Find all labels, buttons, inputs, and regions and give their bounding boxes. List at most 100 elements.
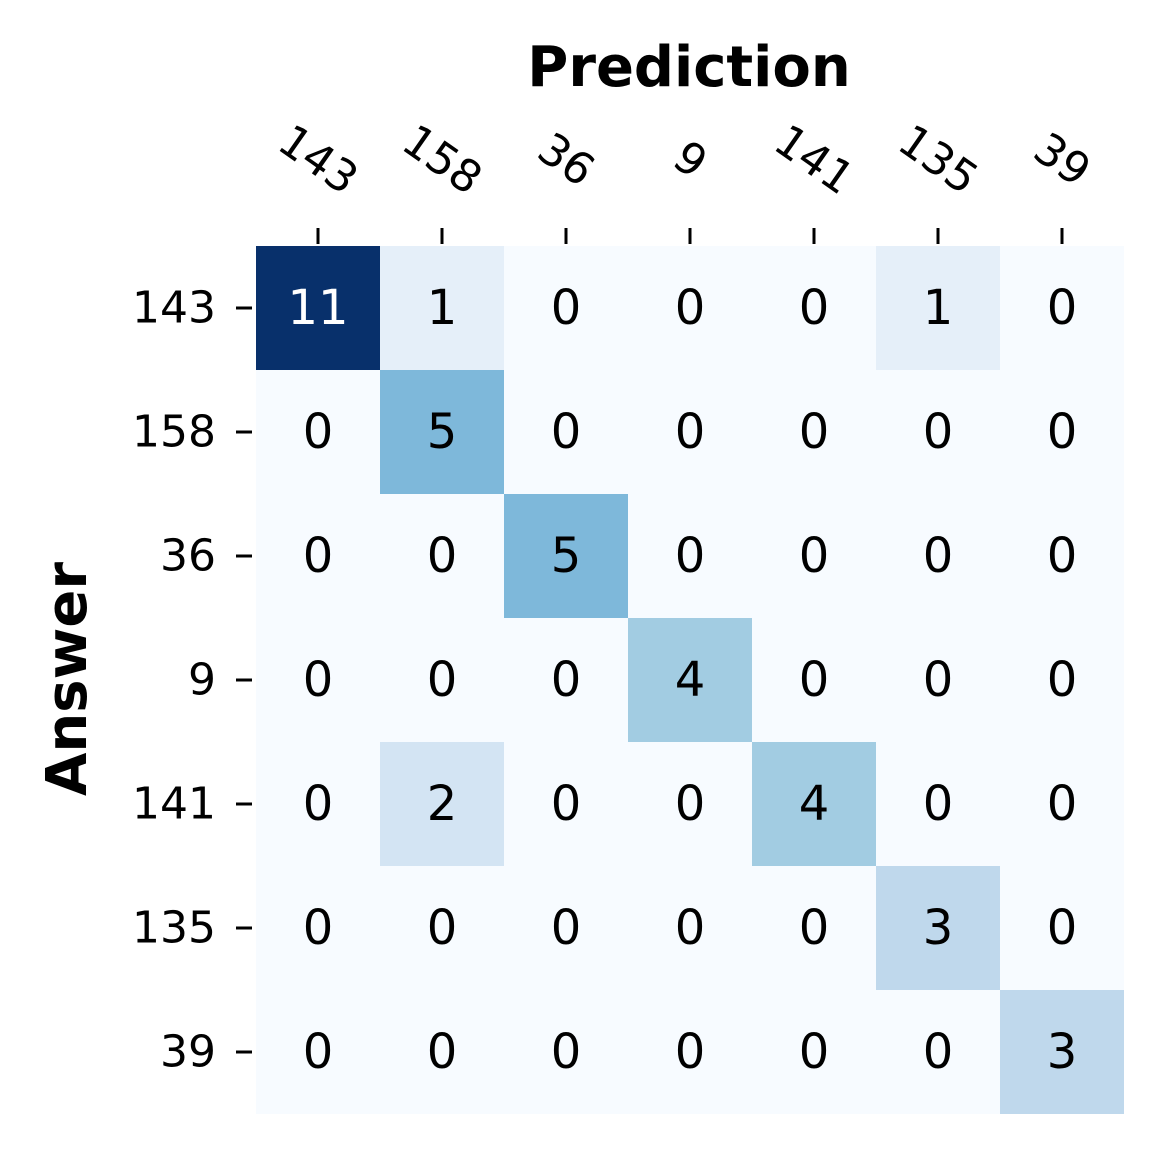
heatmap-cells: 11 1 0 0 0 1 00 5 0 0 0 0 00 0 5 0 0 0 00 0 0 4 0 0 00 2 0 0 4 0 00 0 0 0… [256, 246, 1124, 1114]
cell-value-label-r0-c2: 0 [551, 280, 582, 336]
cell-value-label-r1-c3: 0 [675, 404, 706, 460]
cell-value-label-r3-c6: 0 [1047, 652, 1078, 708]
heatmap-cell-r6-c2 [504, 990, 628, 1114]
heatmap-cell-r0-c3 [628, 246, 752, 370]
heatmap-cell-r0-c4 [752, 246, 876, 370]
y-axis-ticks: 143 158 36 9 141 135 39 [132, 283, 252, 1078]
y-tick-label-6: 39 [160, 1027, 216, 1078]
cell-value-label-r2-c4: 0 [799, 528, 830, 584]
heatmap-cell-r6-c0 [256, 990, 380, 1114]
heatmap-cell-r2-c2 [504, 494, 628, 618]
heatmap-cell-r3-c3 [628, 618, 752, 742]
x-tick-label-2: 36 [528, 123, 603, 197]
heatmap-cell-r5-c1 [380, 866, 504, 990]
heatmap-cell-r0-c2 [504, 246, 628, 370]
cell-value-label-r1-c4: 0 [799, 404, 830, 460]
cell-value-label-r2-c1: 0 [427, 528, 458, 584]
cell-value-label-r2-c5: 0 [923, 528, 954, 584]
cell-value-label-r1-c0: 0 [303, 404, 334, 460]
heatmap-cell-r5-c5 [876, 866, 1000, 990]
heatmap-cell-r6-c4 [752, 990, 876, 1114]
heatmap-cell-r4-c2 [504, 742, 628, 866]
heatmap-cell-r4-c0 [256, 742, 380, 866]
y-tick-label-0: 143 [132, 283, 216, 334]
heatmap-cell-r1-c5 [876, 370, 1000, 494]
cell-value-label-r4-c4: 4 [799, 776, 830, 832]
cell-value-label-r6-c6: 3 [1047, 1024, 1078, 1080]
cell-value-label-r0-c5: 1 [923, 280, 954, 336]
heatmap-cell-r0-c0 [256, 246, 380, 370]
cell-value-label-r3-c3: 4 [675, 652, 706, 708]
heatmap-cell-r6-c3 [628, 990, 752, 1114]
cell-value-label-r3-c1: 0 [427, 652, 458, 708]
heatmap-cell-r1-c3 [628, 370, 752, 494]
cell-value-label-r6-c5: 0 [923, 1024, 954, 1080]
heatmap-cell-r2-c0 [256, 494, 380, 618]
cell-value-label-r6-c0: 0 [303, 1024, 334, 1080]
heatmap-cell-r5-c4 [752, 866, 876, 990]
y-tick-label-2: 36 [160, 531, 216, 582]
cell-value-label-r1-c1: 5 [427, 404, 458, 460]
cell-value-label-r4-c6: 0 [1047, 776, 1078, 832]
cell-value-label-r5-c6: 0 [1047, 900, 1078, 956]
heatmap-cell-r3-c2 [504, 618, 628, 742]
heatmap-cell-r2-c4 [752, 494, 876, 618]
cell-value-label-r0-c1: 1 [427, 280, 458, 336]
heatmap-cell-r6-c6 [1000, 990, 1124, 1114]
y-tick-label-5: 135 [132, 903, 216, 954]
heatmap-cell-r4-c6 [1000, 742, 1124, 866]
cell-value-label-r3-c0: 0 [303, 652, 334, 708]
heatmap-cell-r0-c6 [1000, 246, 1124, 370]
cell-value-label-r5-c4: 0 [799, 900, 830, 956]
heatmap-cell-r1-c0 [256, 370, 380, 494]
heatmap-cell-r5-c0 [256, 866, 380, 990]
x-tick-label-0: 143 [269, 115, 367, 205]
y-tick-label-4: 141 [132, 779, 216, 830]
cell-value-label-r2-c3: 0 [675, 528, 706, 584]
heatmap-cell-r2-c6 [1000, 494, 1124, 618]
cell-value-label-r1-c6: 0 [1047, 404, 1078, 460]
heatmap-cell-r0-c1 [380, 246, 504, 370]
y-axis-title: Answer [35, 562, 100, 796]
cell-value-label-r4-c5: 0 [923, 776, 954, 832]
cell-value-label-r6-c1: 0 [427, 1024, 458, 1080]
cell-value-label-r0-c3: 0 [675, 280, 706, 336]
cell-value-label-r5-c0: 0 [303, 900, 334, 956]
x-tick-label-1: 158 [393, 115, 491, 205]
heatmap-cell-r2-c1 [380, 494, 504, 618]
heatmap-cell-r2-c3 [628, 494, 752, 618]
y-tick-label-3: 9 [188, 655, 216, 706]
cell-value-label-r6-c3: 0 [675, 1024, 706, 1080]
cell-value-label-r3-c5: 0 [923, 652, 954, 708]
x-tick-label-4: 141 [765, 115, 863, 205]
cell-value-label-r5-c2: 0 [551, 900, 582, 956]
cell-value-label-r0-c0: 11 [287, 280, 348, 336]
heatmap-cell-r1-c2 [504, 370, 628, 494]
heatmap-cell-r4-c1 [380, 742, 504, 866]
y-tick-label-1: 158 [132, 407, 216, 458]
heatmap-cell-r6-c1 [380, 990, 504, 1114]
x-axis-ticks: 143 158 36 9 141 135 39 [269, 115, 1100, 244]
heatmap-cell-r4-c5 [876, 742, 1000, 866]
cell-value-label-r6-c2: 0 [551, 1024, 582, 1080]
cell-value-label-r2-c0: 0 [303, 528, 334, 584]
cell-value-label-r4-c1: 2 [427, 776, 458, 832]
heatmap-cell-r5-c6 [1000, 866, 1124, 990]
cell-value-label-r3-c2: 0 [551, 652, 582, 708]
heatmap-cell-r0-c5 [876, 246, 1000, 370]
x-tick-label-3: 9 [664, 131, 716, 189]
heatmap-cell-r1-c6 [1000, 370, 1124, 494]
heatmap-cell-r5-c3 [628, 866, 752, 990]
cell-value-label-r6-c4: 0 [799, 1024, 830, 1080]
heatmap-cell-r4-c4 [752, 742, 876, 866]
heatmap-cell-r2-c5 [876, 494, 1000, 618]
x-tick-label-5: 135 [889, 115, 987, 205]
cell-value-label-r4-c3: 0 [675, 776, 706, 832]
heatmap-cell-r1-c1 [380, 370, 504, 494]
cell-value-label-r5-c5: 3 [923, 900, 954, 956]
x-axis-title: Prediction [527, 35, 850, 100]
cell-value-label-r4-c2: 0 [551, 776, 582, 832]
cell-value-label-r4-c0: 0 [303, 776, 334, 832]
heatmap-cell-r5-c2 [504, 866, 628, 990]
